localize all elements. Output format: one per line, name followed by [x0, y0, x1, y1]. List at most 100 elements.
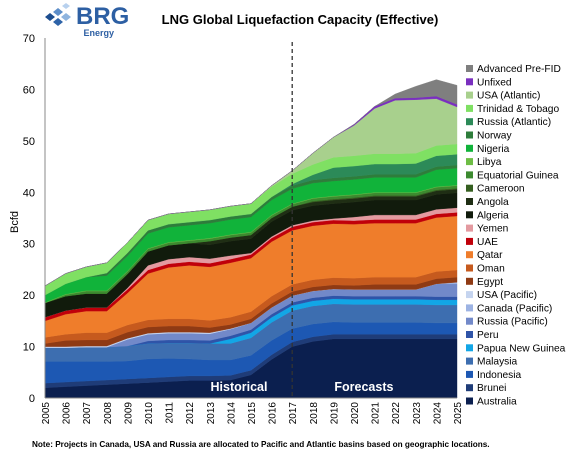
- legend-item-unfixed: Unfixed: [466, 77, 512, 88]
- x-tick-label: 2012: [185, 402, 196, 425]
- legend: Advanced Pre-FID Unfixed USA (Atlantic) Tri…: [466, 64, 566, 408]
- logo-subtext: Energy: [83, 28, 114, 38]
- legend-swatch: [466, 291, 473, 299]
- x-tick-label: 2020: [350, 402, 361, 425]
- legend-item-egypt: Egypt: [466, 277, 503, 288]
- footnote: Note: Projects in Canada, USA and Russia…: [32, 440, 490, 449]
- x-tick-label: 2008: [103, 402, 114, 425]
- legend-item-usa-pacific: USA (Pacific): [466, 290, 537, 301]
- x-tick-label: 2022: [391, 402, 402, 425]
- legend-label: UAE: [477, 237, 498, 248]
- y-tick-label: 40: [23, 187, 35, 199]
- legend-swatch: [466, 344, 473, 352]
- legend-swatch: [466, 131, 473, 139]
- legend-swatch: [466, 171, 473, 179]
- legend-swatch: [466, 144, 473, 152]
- legend-label: Unfixed: [477, 77, 512, 88]
- legend-swatch: [466, 331, 473, 338]
- y-tick-label: 0: [29, 393, 35, 405]
- area-advanced-pre-fid: [44, 79, 458, 287]
- legend-item-equatorial-guinea: Equatorial Guinea: [466, 170, 559, 181]
- legend-swatch: [466, 357, 473, 365]
- x-axis: 2005 2006 2007 2008 2009 2010 2011 2012 2013 2014…: [41, 397, 464, 425]
- legend-swatch: [466, 118, 473, 126]
- legend-swatch: [466, 397, 473, 405]
- legend-item-indonesia: Indonesia: [466, 370, 522, 381]
- legend-label: Trinidad & Tobago: [477, 104, 559, 115]
- legend-label: Libya: [477, 157, 502, 168]
- x-tick-label: 2006: [62, 402, 73, 425]
- legend-swatch: [466, 198, 473, 205]
- y-tick-label: 50: [23, 136, 35, 148]
- legend-label: Russia (Atlantic): [477, 117, 551, 128]
- legend-item-malaysia: Malaysia: [466, 357, 518, 368]
- y-axis: 0 10 20 30 40 50 60 70: [23, 33, 46, 405]
- legend-label: USA (Atlantic): [477, 91, 540, 102]
- plot-area: Historical Forecasts: [44, 42, 458, 399]
- legend-item-qatar: Qatar: [466, 250, 503, 261]
- legend-item-brunei: Brunei: [466, 383, 506, 394]
- legend-item-papua-new-guinea: Papua New Guinea: [466, 343, 566, 354]
- legend-label: Qatar: [477, 250, 503, 261]
- legend-swatch: [466, 211, 473, 219]
- legend-label: Cameroon: [477, 184, 525, 195]
- legend-swatch: [466, 264, 473, 272]
- historical-label: Historical: [211, 380, 268, 394]
- x-tick-label: 2017: [288, 402, 299, 425]
- y-tick-label: 70: [23, 33, 35, 45]
- legend-label: Norway: [477, 131, 512, 142]
- x-tick-label: 2007: [82, 402, 93, 425]
- legend-label: Malaysia: [477, 357, 518, 368]
- y-tick-label: 60: [23, 84, 35, 96]
- legend-swatch: [466, 384, 473, 392]
- x-tick-label: 2021: [371, 402, 382, 425]
- legend-item-oman: Oman: [466, 264, 505, 275]
- legend-swatch: [466, 237, 473, 245]
- legend-label: Oman: [477, 264, 505, 275]
- legend-label: Australia: [477, 397, 517, 408]
- y-tick-label: 20: [23, 290, 35, 302]
- legend-swatch: [466, 370, 473, 378]
- x-tick-label: 2018: [309, 402, 320, 425]
- legend-label: Brunei: [477, 383, 506, 394]
- x-tick-label: 2016: [268, 402, 279, 425]
- legend-swatch: [466, 104, 473, 112]
- x-tick-label: 2009: [123, 402, 134, 425]
- y-tick-label: 30: [23, 239, 35, 251]
- legend-swatch: [466, 304, 473, 312]
- legend-item-russia-atlantic: Russia (Atlantic): [466, 117, 551, 128]
- x-tick-label: 2013: [206, 402, 217, 425]
- legend-label: Egypt: [477, 277, 503, 288]
- x-tick-label: 2014: [226, 402, 237, 425]
- legend-swatch: [466, 317, 473, 325]
- x-tick-label: 2023: [412, 402, 423, 425]
- legend-label: Angola: [477, 197, 509, 208]
- legend-item-trinidad-tobago: Trinidad & Tobago: [466, 104, 559, 115]
- y-tick-label: 10: [23, 342, 35, 354]
- x-tick-label: 2025: [453, 402, 464, 425]
- legend-swatch: [466, 277, 473, 285]
- legend-item-yemen: Yemen: [466, 224, 508, 235]
- legend-item-uae: UAE: [466, 237, 498, 248]
- legend-label: Algeria: [477, 210, 509, 221]
- legend-label: Russia (Pacific): [477, 317, 548, 328]
- legend-label: Peru: [477, 330, 499, 341]
- legend-item-australia: Australia: [466, 397, 517, 408]
- legend-swatch: [466, 251, 473, 259]
- legend-item-libya: Libya: [466, 157, 502, 168]
- legend-item-nigeria: Nigeria: [466, 144, 510, 155]
- logo-mark-icon: [45, 3, 71, 26]
- legend-item-cameroon: Cameroon: [466, 184, 525, 195]
- legend-label: USA (Pacific): [477, 290, 537, 301]
- legend-item-canada-pacific: Canada (Pacific): [466, 303, 552, 314]
- legend-label: Canada (Pacific): [477, 303, 552, 314]
- legend-label: Indonesia: [477, 370, 522, 381]
- x-tick-label: 2024: [432, 402, 443, 425]
- brg-logo: BRG Energy: [45, 3, 129, 38]
- x-tick-label: 2015: [247, 402, 258, 425]
- logo-text: BRG: [76, 3, 129, 30]
- legend-label: Yemen: [477, 224, 508, 235]
- x-tick-label: 2011: [165, 402, 176, 424]
- legend-swatch: [466, 65, 473, 72]
